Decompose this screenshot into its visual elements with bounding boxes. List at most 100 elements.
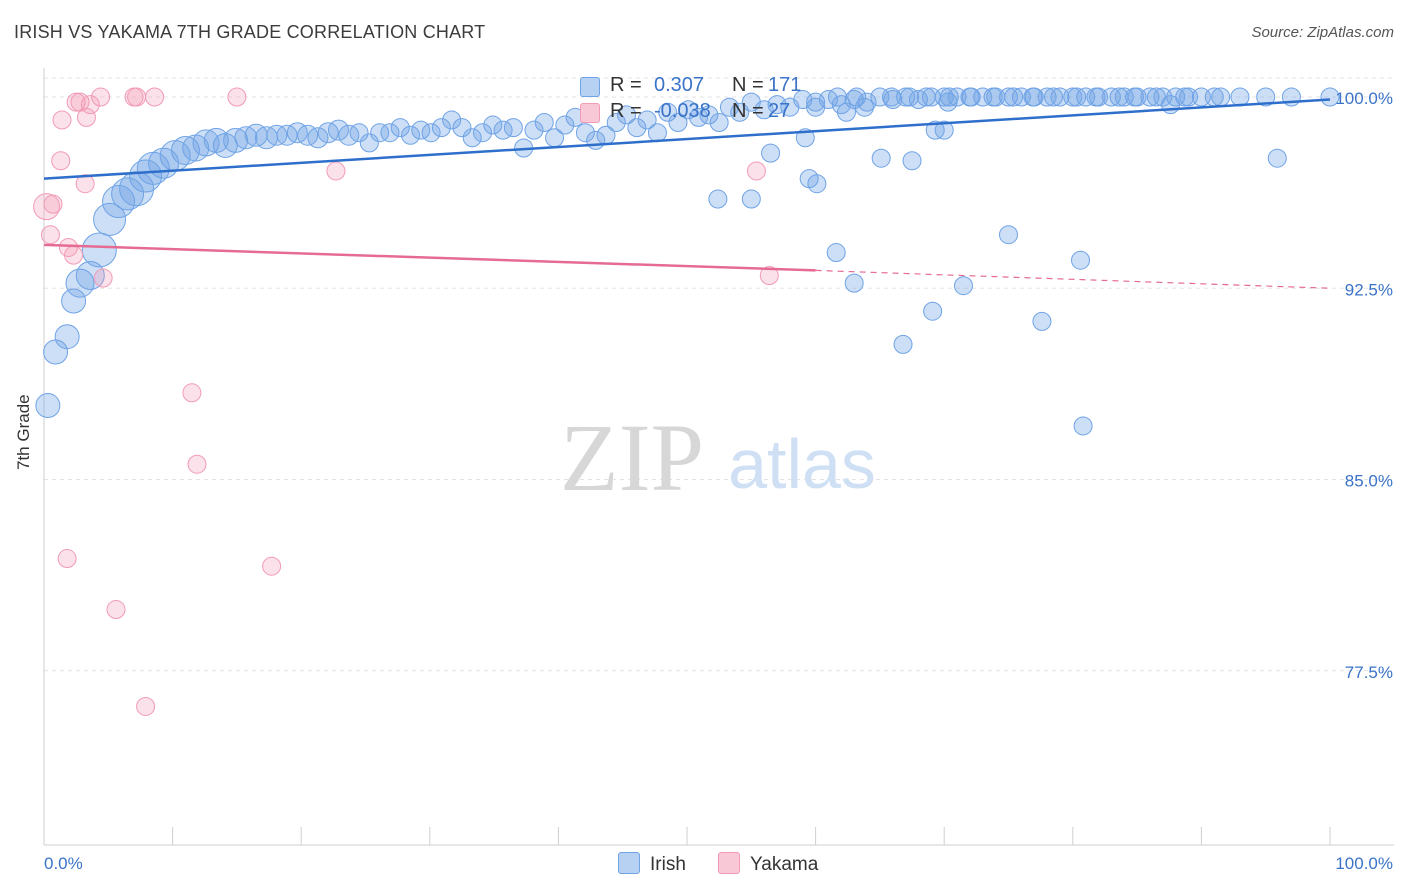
irish-point	[317, 122, 339, 144]
yakama-point	[57, 549, 77, 569]
yakama-point	[52, 110, 72, 130]
yakama-point	[106, 600, 126, 620]
irish-point	[871, 148, 891, 168]
chart-title: IRISH VS YAKAMA 7TH GRADE CORRELATION CH…	[14, 22, 486, 42]
yakama-point	[145, 87, 165, 107]
irish-point	[65, 268, 95, 298]
irish-point	[1067, 87, 1087, 107]
irish-point	[1073, 416, 1093, 436]
irish-point	[93, 202, 127, 236]
irish-point	[699, 105, 719, 125]
irish-point	[203, 127, 229, 153]
y-tick-label: 92.5%	[1345, 280, 1393, 299]
irish-point	[1125, 87, 1145, 107]
yakama-point	[80, 95, 100, 115]
irish-point	[953, 276, 973, 296]
irish-point	[617, 105, 637, 125]
y-tick-label: 77.5%	[1345, 663, 1393, 682]
yakama-point	[51, 151, 71, 171]
irish-point	[754, 100, 774, 120]
irish-point	[1023, 87, 1043, 107]
irish-point	[923, 301, 943, 321]
irish-point	[1109, 87, 1129, 107]
x-tick-label: 0.0%	[44, 854, 83, 873]
irish-point	[75, 261, 105, 290]
irish-point	[806, 92, 826, 112]
irish-point	[678, 100, 698, 120]
irish-point	[380, 123, 400, 143]
irish-point	[421, 123, 441, 143]
irish-point	[359, 133, 379, 153]
irish-point	[709, 113, 729, 132]
irish-point	[297, 124, 319, 146]
irish-point	[1175, 87, 1195, 107]
irish-point	[606, 113, 626, 132]
irish-point	[1256, 87, 1276, 107]
irish-point	[276, 124, 298, 146]
irish-point	[473, 123, 493, 143]
irish-point	[462, 128, 482, 148]
irish-point	[983, 87, 1003, 107]
irish-point	[1086, 87, 1106, 107]
yakama-point	[182, 383, 202, 403]
gridlines	[44, 77, 1394, 672]
irish-point	[401, 125, 421, 145]
yakama-point	[93, 268, 113, 288]
irish-point	[575, 123, 595, 143]
irish-point	[893, 334, 913, 354]
yakama-point	[76, 107, 96, 127]
irish-point	[741, 189, 761, 209]
bottom-yakama-swatch	[718, 852, 740, 874]
irish-point	[1032, 311, 1052, 331]
irish-point	[170, 136, 200, 166]
yakama-point	[746, 161, 766, 181]
y-tick-label: 85.0%	[1345, 472, 1393, 491]
irish-point	[431, 118, 451, 138]
irish-point	[637, 110, 657, 130]
irish-point	[327, 119, 349, 141]
irish-point	[534, 113, 554, 132]
scatter-points	[33, 87, 1340, 716]
irish-point	[847, 87, 867, 107]
yakama-r-value: -0.038	[654, 100, 711, 122]
irish-n-value: 171	[768, 74, 802, 96]
irish-point	[719, 97, 739, 117]
x-tick-label: 100.0%	[1335, 854, 1393, 873]
irish-point	[1044, 87, 1064, 107]
irish-point	[452, 118, 472, 138]
irish-point	[1230, 87, 1250, 107]
y-axis-label: 7th Grade	[14, 394, 33, 470]
watermark-zip: ZIP	[560, 404, 704, 511]
irish-point	[761, 143, 781, 163]
yakama-point	[326, 161, 346, 181]
irish-point	[961, 87, 981, 107]
irish-point	[54, 324, 80, 350]
bottom-irish-label: Irish	[650, 854, 686, 875]
trend-lines	[43, 98, 1331, 289]
irish-point	[938, 92, 958, 112]
yakama-point	[40, 225, 60, 245]
yakama-point	[127, 87, 147, 107]
legend-row-irish: R = 0.307 N = 171	[572, 74, 824, 100]
y-tick-label: 100.0%	[1335, 89, 1393, 108]
irish-point	[844, 273, 864, 293]
irish-point	[857, 92, 877, 112]
irish-point	[708, 189, 728, 209]
irish-point	[1071, 250, 1091, 270]
tick-labels: 77.5% 85.0% 92.5% 100.0% 0.0% 100.0%	[44, 89, 1393, 873]
yakama-trend-extension	[815, 269, 1331, 289]
irish-point	[370, 123, 390, 143]
legend-row-yakama: R = -0.038 N = 27	[572, 100, 824, 126]
irish-point	[524, 120, 544, 140]
irish-trend-line	[43, 98, 1331, 180]
irish-point	[807, 174, 827, 194]
irish-point	[61, 288, 87, 314]
yakama-swatch	[580, 103, 600, 123]
yakama-point	[91, 87, 111, 107]
yakama-n-label: N =	[732, 100, 764, 122]
irish-point	[668, 113, 688, 132]
yakama-point	[262, 556, 282, 576]
yakama-n-value: 27	[768, 100, 791, 122]
irish-point	[836, 102, 856, 122]
